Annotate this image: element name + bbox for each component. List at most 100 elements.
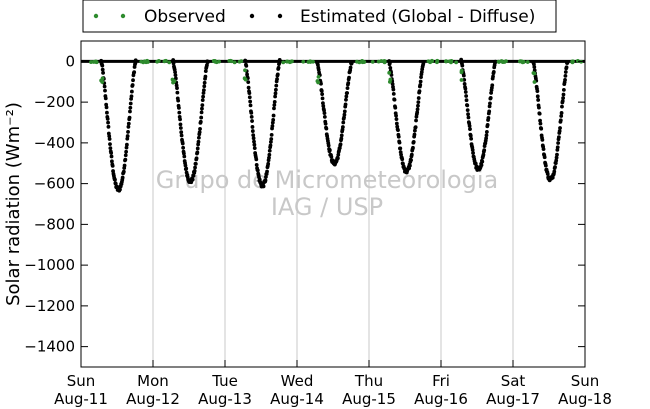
estimated-point <box>396 134 401 139</box>
estimated-point <box>538 121 543 126</box>
estimated-point <box>342 109 347 114</box>
estimated-point <box>203 74 208 79</box>
estimated-point <box>109 154 114 159</box>
estimated-point <box>535 89 540 94</box>
estimated-point <box>195 146 200 151</box>
x-tick-label-day: Thu <box>354 372 383 390</box>
estimated-point <box>193 165 197 170</box>
estimated-point <box>409 152 414 157</box>
estimated-point <box>270 120 275 125</box>
x-tick-label-date: Aug-18 <box>558 390 612 408</box>
estimated-point <box>252 146 257 151</box>
observed-point <box>171 80 175 85</box>
estimated-point <box>545 172 550 176</box>
x-tick-label-date: Aug-13 <box>198 390 252 408</box>
estimated-point <box>398 146 403 151</box>
estimated-point <box>411 140 416 144</box>
estimated-point <box>178 126 183 130</box>
observed-point <box>454 60 459 65</box>
x-tick-label-date: Aug-11 <box>54 390 108 408</box>
observed-point <box>459 78 464 82</box>
estimated-point <box>466 115 471 120</box>
estimated-point <box>124 142 129 147</box>
estimated-point <box>319 81 323 86</box>
estimated-point <box>199 115 204 120</box>
estimated-point <box>485 123 490 127</box>
observed-point <box>459 68 464 73</box>
estimated-point <box>470 148 475 152</box>
estimated-point <box>558 126 562 130</box>
estimated-point <box>388 60 392 65</box>
x-tick-label-date: Aug-12 <box>126 390 180 408</box>
estimated-point <box>246 85 251 90</box>
observed-point <box>243 68 247 73</box>
estimated-point <box>324 126 329 131</box>
observed-point <box>426 59 431 64</box>
estimated-point <box>322 115 327 119</box>
estimated-point <box>340 125 345 129</box>
estimated-point <box>250 125 255 129</box>
observed-point <box>525 60 530 64</box>
estimated-point <box>181 145 186 150</box>
observed-point <box>156 59 161 63</box>
estimated-point <box>272 106 276 111</box>
estimated-point <box>103 88 107 93</box>
estimated-point <box>123 157 128 162</box>
x-tick-label-day: Tue <box>211 372 238 390</box>
observed-point <box>388 77 393 82</box>
observed-point <box>570 60 575 65</box>
observed-point <box>146 60 150 64</box>
estimated-point <box>274 83 279 88</box>
estimated-point <box>130 83 135 87</box>
x-tick-label-date: Aug-17 <box>486 390 540 408</box>
estimated-point <box>563 73 568 78</box>
estimated-point <box>184 166 189 171</box>
estimated-point <box>560 104 564 109</box>
estimated-point <box>121 169 126 174</box>
estimated-point <box>552 169 557 174</box>
estimated-point <box>105 110 109 115</box>
x-tick-label-day: Mon <box>137 372 169 390</box>
observed-point <box>435 60 439 65</box>
estimated-point <box>346 81 351 85</box>
estimated-point <box>247 91 252 95</box>
estimated-point <box>321 104 326 108</box>
estimated-point <box>416 103 420 108</box>
estimated-point <box>190 177 195 182</box>
estimated-point <box>124 145 129 150</box>
estimated-point <box>249 111 254 115</box>
estimated-point <box>128 105 133 110</box>
estimated-point <box>248 103 253 108</box>
estimated-point <box>479 163 484 168</box>
estimated-point <box>131 78 135 83</box>
estimated-point <box>343 102 348 107</box>
estimated-point <box>412 128 417 133</box>
estimated-point <box>123 153 128 158</box>
estimated-point <box>251 136 256 141</box>
x-tick-label-day: Wed <box>281 372 314 390</box>
estimated-point <box>561 96 566 100</box>
estimated-point <box>536 98 541 102</box>
legend-label: Observed <box>144 7 226 27</box>
estimated-point <box>271 118 276 122</box>
observed-point <box>306 60 311 64</box>
estimated-point <box>466 112 470 117</box>
estimated-point <box>418 79 423 84</box>
estimated-point <box>199 110 204 115</box>
estimated-point <box>203 69 208 73</box>
estimated-point <box>198 119 203 124</box>
x-tick-label-date: Aug-14 <box>270 390 324 408</box>
estimated-point <box>487 109 492 114</box>
estimated-point <box>250 129 255 133</box>
estimated-point <box>320 96 325 101</box>
estimated-point <box>414 118 418 123</box>
y-tick-label: 0 <box>65 52 75 70</box>
estimated-point <box>200 103 205 108</box>
estimated-point <box>106 124 111 129</box>
estimated-point <box>465 103 470 108</box>
estimated-point <box>276 65 281 70</box>
estimated-point <box>488 101 492 106</box>
estimated-point <box>394 117 399 122</box>
estimated-point <box>103 96 108 101</box>
